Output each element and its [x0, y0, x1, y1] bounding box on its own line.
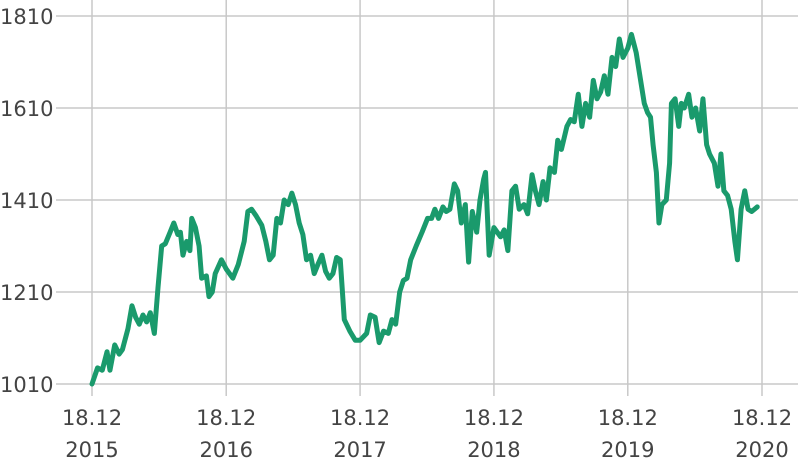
- x-tick-label: 18.12 2020: [732, 406, 792, 459]
- x-tick-label-line: 18.12: [464, 406, 524, 430]
- x-tick-label-line: 18.12: [196, 406, 256, 430]
- x-tick-label-line: 18.12: [330, 406, 390, 430]
- x-tick-label: 18.12 2017: [330, 406, 390, 459]
- x-tick-label: 18.12 2015: [62, 406, 122, 459]
- x-tick-label-line: 18.12: [732, 406, 792, 430]
- y-tick-label: 1410: [0, 189, 53, 213]
- x-tick-label: 18.12 2016: [196, 406, 256, 459]
- y-tick-label: 1810: [0, 5, 53, 29]
- x-tick-label-line: 2015: [65, 438, 118, 459]
- y-tick-label: 1610: [0, 97, 53, 121]
- line: [89, 31, 760, 387]
- x-tick-label-line: 2018: [467, 438, 520, 459]
- x-tick-label-line: 2020: [735, 438, 788, 459]
- x-tick-label-line: 2017: [333, 438, 386, 459]
- x-tick-label-line: 2019: [601, 438, 654, 459]
- x-tick-label: 18.12 2018: [464, 406, 524, 459]
- x-tick-label: 18.12 2019: [598, 406, 658, 459]
- y-tick-label: 1210: [0, 281, 53, 305]
- x-tick-label-line: 2016: [199, 438, 252, 459]
- x-tick-label-line: 18.12: [598, 406, 658, 430]
- y-tick-label: 1010: [0, 373, 53, 397]
- x-tick-label-line: 18.12: [62, 406, 122, 430]
